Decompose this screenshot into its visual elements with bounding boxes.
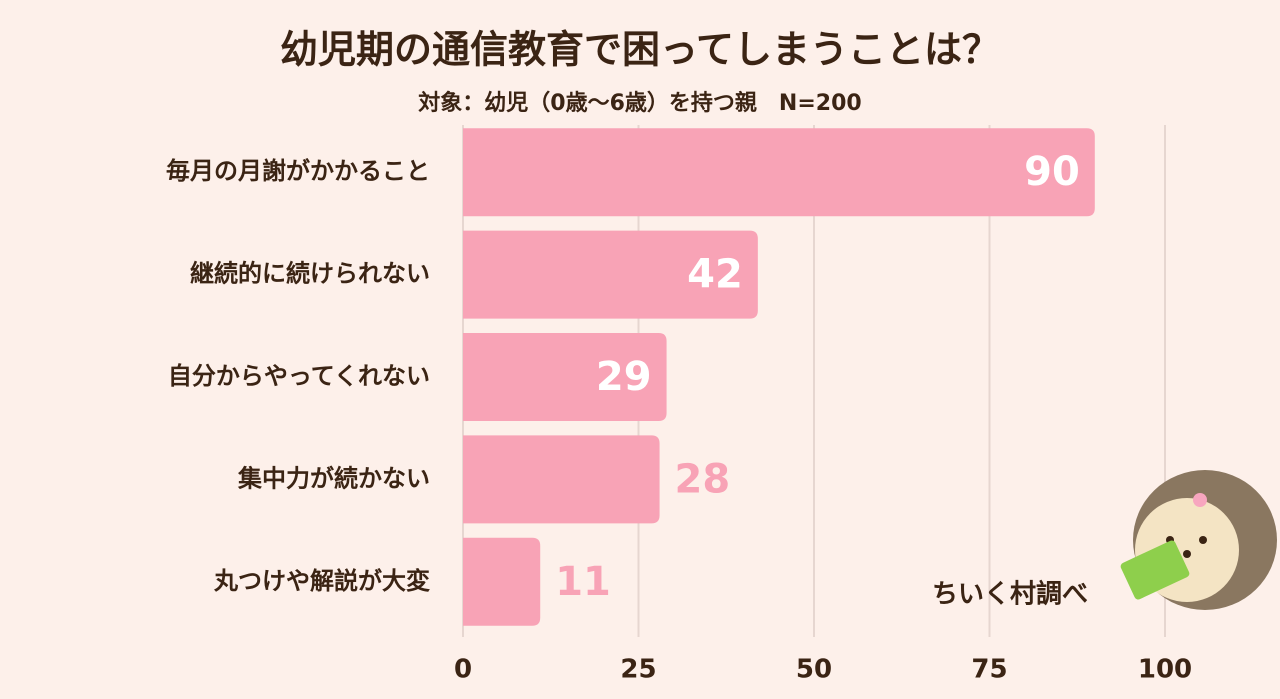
y-tick-label: 自分からやってくれない (168, 362, 430, 390)
x-tick-label: 75 (971, 655, 1007, 685)
value-label: 11 (555, 559, 611, 605)
y-tick-label: 継続的に続けられない (190, 260, 430, 288)
bar (463, 230, 758, 319)
mascot (1120, 470, 1277, 610)
bar (463, 128, 1095, 217)
value-label: 29 (596, 354, 652, 400)
x-tick-label: 100 (1138, 655, 1192, 685)
bar (463, 435, 660, 524)
chart-title: 幼児期の通信教育で困ってしまうことは？ (280, 28, 1000, 72)
chart-subtitle: 対象：幼児（0歳～6歳）を持つ親 N=200 (418, 90, 861, 116)
x-tick-label: 25 (620, 655, 656, 685)
bar (463, 537, 541, 626)
bars: 毎月の月謝がかかること 90 継続的に続けられない 42 自分からやってくれない 29 集中… (166, 128, 1095, 626)
x-tick-label: 0 (454, 655, 472, 685)
y-tick-label: 丸つけや解説が大変 (213, 567, 430, 595)
value-label: 90 (1024, 149, 1080, 195)
y-tick-label: 集中力が続かない (237, 464, 430, 492)
y-tick-label: 毎月の月謝がかかること (166, 157, 430, 185)
bar (463, 333, 667, 421)
value-label: 42 (687, 252, 743, 298)
source-note: ちいく村調べ (932, 579, 1088, 610)
x-tick-label: 50 (796, 655, 832, 685)
value-label: 28 (675, 456, 731, 502)
